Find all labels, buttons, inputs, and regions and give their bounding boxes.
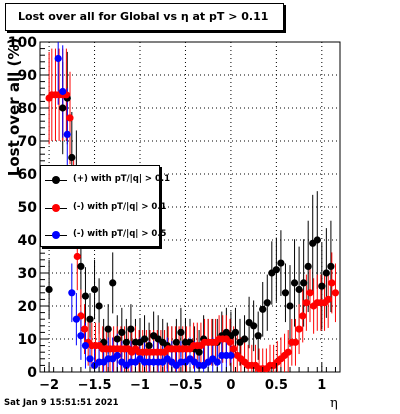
- data-point: [328, 279, 336, 287]
- data-point: [213, 358, 221, 366]
- data-point: [63, 130, 71, 138]
- legend-label: (-) with pT/|q| > 0.5: [73, 229, 167, 239]
- data-point: [73, 252, 81, 261]
- y-tick-label: 100: [8, 35, 37, 51]
- data-point: [122, 338, 130, 346]
- data-point: [113, 351, 121, 360]
- data-point: [295, 325, 303, 333]
- data-point: [72, 315, 80, 323]
- data-point: [324, 295, 332, 303]
- data-point: [81, 342, 90, 350]
- legend-marker-black: [52, 176, 60, 184]
- x-tick-label: 0.5: [265, 378, 288, 393]
- y-tick-label: 0: [27, 365, 37, 381]
- data-point: [263, 299, 271, 307]
- data-point: [302, 299, 310, 307]
- data-point: [127, 325, 135, 333]
- data-point: [286, 302, 294, 310]
- data-point: [272, 266, 280, 274]
- data-point: [230, 345, 238, 353]
- data-point: [177, 328, 185, 336]
- data-point: [140, 335, 149, 343]
- x-tick-label: −1.5: [78, 378, 112, 393]
- x-axis-label: η: [330, 396, 338, 411]
- data-point: [59, 104, 67, 112]
- data-point: [226, 338, 234, 346]
- x-tick-label: −0.5: [168, 378, 202, 393]
- legend-entry-plus: (+) with pT/|q| > 0.1: [41, 173, 170, 187]
- data-point: [290, 279, 299, 287]
- data-point: [104, 325, 112, 333]
- data-point: [54, 54, 62, 63]
- y-tick-label: 70: [18, 134, 38, 150]
- data-point: [109, 279, 117, 287]
- legend-entry-minus-05: (-) with pT/|q| > 0.5: [41, 228, 166, 242]
- data-point: [227, 351, 235, 360]
- data-point: [113, 335, 121, 343]
- data-point: [277, 259, 285, 267]
- data-point: [86, 355, 94, 363]
- data-point: [313, 236, 321, 244]
- data-point: [77, 262, 85, 270]
- data-point: [299, 312, 307, 320]
- data-point: [295, 285, 303, 294]
- y-tick-label: 20: [18, 299, 38, 315]
- data-point: [68, 153, 76, 162]
- data-point: [281, 289, 290, 297]
- data-point: [95, 302, 103, 310]
- data-point: [318, 282, 326, 290]
- legend-entry-minus-01: (-) with pT/|q| > 0.1: [41, 201, 166, 215]
- y-tick-label: 90: [18, 68, 38, 84]
- data-point: [195, 348, 203, 356]
- data-point: [45, 285, 53, 294]
- data-point: [240, 335, 249, 343]
- data-point: [331, 289, 340, 297]
- y-tick-label: 50: [18, 200, 38, 216]
- data-point: [291, 338, 300, 346]
- data-point: [300, 279, 308, 287]
- data-point: [59, 87, 67, 96]
- data-point: [231, 328, 240, 336]
- y-tick-label: 30: [18, 266, 38, 282]
- data-point: [118, 328, 126, 336]
- data-point: [250, 322, 258, 330]
- y-tick-label: 40: [18, 233, 38, 249]
- legend-marker-blue: [52, 231, 60, 239]
- data-point: [259, 305, 267, 313]
- data-point: [77, 332, 85, 340]
- y-axis-label: Lost over all (%): [5, 37, 23, 177]
- data-point: [68, 289, 76, 297]
- data-point: [80, 325, 89, 333]
- data-point: [304, 262, 312, 270]
- data-point: [306, 289, 314, 297]
- x-tick-label: −2: [39, 378, 59, 393]
- x-tick-label: 0: [226, 378, 235, 393]
- y-tick-label: 10: [18, 332, 38, 348]
- timestamp: Sat Jan 9 15:51:51 2021: [4, 398, 119, 408]
- chart-title: Lost over all for Global vs η at pT > 0.…: [5, 3, 284, 31]
- data-point: [322, 269, 330, 277]
- data-point: [284, 348, 292, 356]
- legend-label: (+) with pT/|q| > 0.1: [73, 174, 171, 184]
- data-point: [254, 332, 262, 340]
- data-point: [172, 338, 180, 346]
- data-point: [145, 342, 153, 350]
- data-points: [45, 54, 340, 373]
- legend: (+) with pT/|q| > 0.1 (-) with pT/|q| > …: [40, 165, 170, 247]
- y-tick-label: 60: [18, 167, 38, 183]
- data-point: [86, 315, 94, 323]
- x-tick-label: −1: [130, 378, 150, 393]
- data-point: [90, 285, 99, 294]
- data-point: [327, 262, 335, 270]
- legend-label: (-) with pT/|q| > 0.1: [73, 202, 167, 212]
- y-tick-label: 80: [18, 101, 38, 117]
- data-point: [66, 114, 74, 122]
- data-point: [81, 292, 90, 300]
- legend-marker-red: [52, 204, 60, 212]
- x-tick-label: 1: [317, 378, 326, 393]
